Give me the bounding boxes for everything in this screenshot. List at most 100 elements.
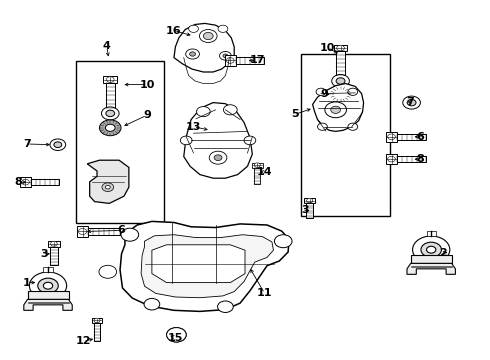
Bar bbox=[88, 228, 120, 235]
Circle shape bbox=[144, 298, 160, 310]
Text: 14: 14 bbox=[257, 167, 272, 177]
Circle shape bbox=[22, 179, 29, 185]
Bar bbox=[254, 168, 261, 184]
Text: 10: 10 bbox=[319, 42, 335, 53]
Circle shape bbox=[214, 155, 222, 161]
Circle shape bbox=[332, 75, 349, 87]
Circle shape bbox=[38, 278, 58, 293]
Circle shape bbox=[186, 49, 199, 59]
Bar bbox=[334, 45, 347, 51]
Circle shape bbox=[316, 88, 326, 95]
Text: 11: 11 bbox=[257, 288, 272, 298]
Circle shape bbox=[50, 241, 57, 246]
Text: 12: 12 bbox=[75, 336, 91, 346]
Circle shape bbox=[173, 333, 179, 337]
Text: 2: 2 bbox=[440, 248, 447, 258]
Circle shape bbox=[413, 236, 450, 264]
Text: 3: 3 bbox=[301, 204, 309, 215]
Circle shape bbox=[223, 54, 228, 58]
Bar bbox=[386, 154, 397, 164]
Text: 3: 3 bbox=[40, 249, 48, 259]
Circle shape bbox=[336, 78, 345, 84]
Circle shape bbox=[203, 32, 213, 40]
Text: 15: 15 bbox=[168, 333, 183, 343]
Bar bbox=[304, 198, 315, 203]
Bar bbox=[397, 134, 426, 140]
Text: 10: 10 bbox=[139, 80, 155, 90]
Bar bbox=[225, 55, 236, 66]
Bar bbox=[92, 318, 102, 323]
Circle shape bbox=[254, 163, 260, 167]
Circle shape bbox=[348, 88, 358, 95]
Text: 6: 6 bbox=[118, 225, 125, 235]
Circle shape bbox=[167, 328, 186, 342]
Circle shape bbox=[121, 228, 139, 241]
Circle shape bbox=[403, 96, 420, 109]
Circle shape bbox=[226, 58, 234, 63]
Circle shape bbox=[167, 328, 186, 342]
Circle shape bbox=[99, 265, 117, 278]
Circle shape bbox=[105, 124, 115, 131]
Circle shape bbox=[196, 107, 210, 117]
Circle shape bbox=[102, 183, 114, 192]
Circle shape bbox=[209, 151, 227, 164]
Circle shape bbox=[106, 110, 115, 117]
Bar bbox=[27, 291, 69, 300]
Circle shape bbox=[331, 106, 341, 113]
Circle shape bbox=[218, 25, 228, 32]
Circle shape bbox=[325, 102, 346, 118]
Circle shape bbox=[54, 142, 62, 148]
Text: 4: 4 bbox=[103, 41, 111, 51]
Bar bbox=[397, 156, 426, 162]
Circle shape bbox=[106, 77, 114, 82]
Circle shape bbox=[274, 235, 292, 248]
Polygon shape bbox=[152, 245, 245, 283]
Text: 16: 16 bbox=[166, 26, 182, 36]
Bar bbox=[103, 76, 117, 83]
Circle shape bbox=[218, 301, 233, 312]
Circle shape bbox=[426, 246, 436, 253]
Circle shape bbox=[330, 86, 351, 102]
Bar bbox=[20, 177, 31, 187]
Bar bbox=[336, 51, 345, 75]
Circle shape bbox=[421, 242, 441, 257]
Circle shape bbox=[180, 136, 192, 145]
Polygon shape bbox=[184, 103, 252, 178]
Text: 7: 7 bbox=[23, 139, 31, 149]
Bar bbox=[44, 266, 53, 272]
Circle shape bbox=[29, 272, 67, 300]
Text: 17: 17 bbox=[249, 55, 265, 66]
Text: 5: 5 bbox=[292, 109, 299, 119]
Circle shape bbox=[189, 25, 198, 32]
Bar bbox=[236, 57, 264, 64]
Bar bbox=[307, 203, 313, 218]
Bar bbox=[77, 226, 88, 237]
Circle shape bbox=[348, 123, 358, 130]
Polygon shape bbox=[24, 300, 72, 310]
Bar bbox=[426, 230, 436, 236]
Polygon shape bbox=[407, 264, 455, 274]
Circle shape bbox=[172, 331, 181, 338]
Text: 9: 9 bbox=[320, 89, 328, 99]
Circle shape bbox=[336, 91, 345, 98]
Circle shape bbox=[337, 45, 344, 51]
Bar bbox=[411, 255, 452, 264]
Bar bbox=[48, 241, 60, 247]
Circle shape bbox=[190, 52, 196, 56]
Polygon shape bbox=[120, 221, 289, 311]
Bar bbox=[252, 163, 263, 168]
Circle shape bbox=[307, 198, 313, 203]
Text: 8: 8 bbox=[15, 177, 23, 187]
Text: 8: 8 bbox=[416, 154, 424, 164]
Circle shape bbox=[244, 136, 256, 145]
Circle shape bbox=[78, 229, 87, 234]
Circle shape bbox=[407, 99, 416, 106]
Circle shape bbox=[199, 30, 217, 42]
Polygon shape bbox=[313, 84, 364, 131]
Text: 1: 1 bbox=[23, 278, 31, 288]
Bar bbox=[106, 83, 115, 108]
Polygon shape bbox=[87, 160, 129, 203]
Circle shape bbox=[223, 105, 237, 115]
Text: 6: 6 bbox=[416, 132, 424, 142]
Polygon shape bbox=[174, 23, 234, 72]
